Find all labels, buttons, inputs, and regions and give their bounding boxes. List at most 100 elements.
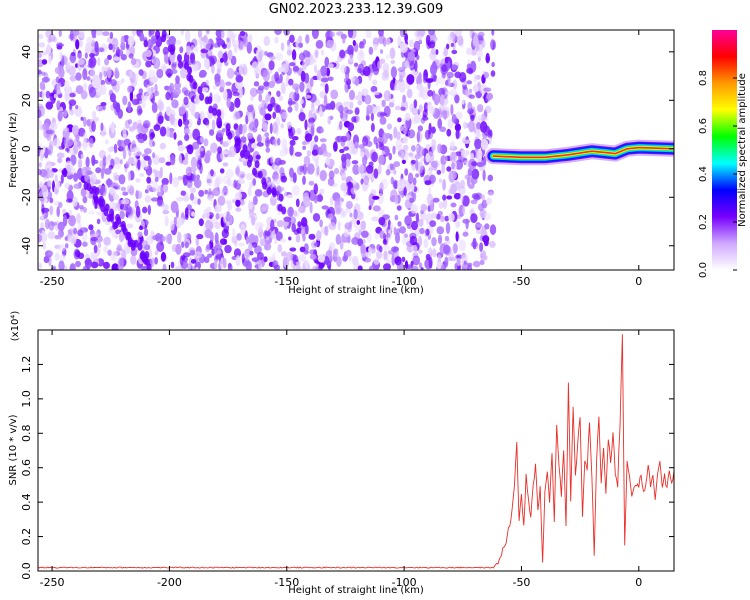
noise-blob: [397, 67, 406, 73]
noise-blob: [447, 34, 453, 44]
noise-blob: [118, 139, 126, 152]
noise-blob: [166, 39, 170, 45]
noise-blob: [317, 254, 326, 263]
noise-blob: [256, 142, 264, 147]
noise-blob: [299, 246, 306, 253]
noise-blob: [245, 260, 252, 270]
noise-blob: [349, 147, 357, 155]
noise-blob: [372, 195, 380, 200]
noise-blob: [64, 90, 70, 102]
noise-blob: [57, 110, 63, 122]
noise-blob: [88, 137, 94, 148]
noise-blob: [138, 225, 144, 231]
noise-blob: [337, 220, 341, 231]
noise-blob: [38, 70, 42, 75]
noise-blob: [43, 255, 50, 264]
noise-blob: [346, 134, 351, 141]
noise-blob: [299, 81, 305, 93]
streak-blob: [252, 167, 257, 176]
noise-blob: [426, 193, 434, 206]
noise-blob: [424, 129, 431, 140]
x-tick-label: -250: [40, 275, 65, 288]
noise-blob: [55, 180, 61, 191]
streak-blob: [93, 197, 99, 206]
noise-blob: [450, 104, 454, 116]
noise-blob: [393, 169, 397, 175]
noise-blob: [217, 195, 226, 206]
noise-blob: [454, 123, 461, 132]
noise-blob: [328, 63, 334, 68]
noise-blob: [472, 35, 479, 47]
noise-blob: [58, 260, 65, 270]
noise-blob: [411, 145, 416, 152]
noise-blob: [329, 31, 335, 37]
noise-blob: [190, 44, 195, 55]
y-tick-label: 0.0: [20, 562, 33, 580]
noise-blob: [64, 182, 70, 189]
noise-blob: [141, 99, 146, 109]
x-tick-label: -200: [157, 576, 182, 589]
noise-blob: [247, 112, 254, 123]
noise-blob: [159, 166, 163, 178]
noise-blob: [234, 192, 243, 201]
noise-blob: [211, 248, 215, 256]
noise-blob: [303, 155, 311, 166]
noise-blob: [444, 235, 450, 242]
noise-blob: [488, 135, 492, 145]
noise-blob: [354, 225, 362, 232]
noise-blob: [83, 116, 87, 128]
noise-blob: [273, 164, 280, 173]
noise-blob: [221, 150, 229, 155]
noise-blob: [484, 223, 490, 230]
noise-blob: [419, 262, 423, 269]
noise-blob: [82, 195, 88, 204]
noise-blob: [451, 49, 458, 55]
noise-blob: [77, 58, 85, 65]
noise-blob: [205, 30, 210, 35]
noise-blob: [203, 208, 210, 220]
noise-blob: [445, 91, 451, 96]
noise-blob: [169, 82, 175, 94]
noise-blob: [108, 43, 113, 51]
noise-blob: [386, 37, 391, 46]
noise-blob: [102, 105, 106, 111]
noise-blob: [38, 233, 43, 243]
noise-blob: [62, 127, 70, 132]
noise-blob: [361, 230, 369, 238]
x-tick-label: 0: [635, 275, 642, 288]
noise-blob: [345, 249, 352, 257]
noise-blob: [378, 30, 384, 37]
noise-blob: [57, 244, 66, 252]
noise-blob: [204, 189, 209, 195]
noise-blob: [302, 175, 306, 185]
noise-blob: [394, 214, 399, 221]
noise-blob: [421, 91, 429, 100]
noise-blob: [240, 223, 246, 236]
noise-blob: [192, 141, 200, 150]
noise-blob: [335, 234, 341, 245]
noise-blob: [459, 193, 464, 204]
noise-blob: [264, 113, 272, 121]
noise-blob: [329, 196, 334, 206]
noise-blob: [173, 132, 177, 140]
noise-blob: [289, 167, 294, 178]
noise-blob: [435, 49, 439, 55]
noise-blob: [199, 69, 207, 78]
noise-blob: [275, 52, 284, 61]
noise-blob: [415, 158, 419, 171]
noise-blob: [145, 91, 154, 100]
noise-blob: [314, 135, 319, 143]
noise-blob: [161, 65, 168, 72]
noise-blob: [357, 100, 363, 106]
noise-blob: [347, 30, 354, 38]
noise-blob: [446, 195, 453, 200]
noise-blob: [286, 121, 292, 129]
noise-blob: [417, 219, 424, 227]
noise-blob: [349, 89, 355, 101]
noise-blob: [368, 265, 376, 270]
noise-blob: [54, 252, 60, 261]
y-tick-label: 0: [20, 145, 33, 152]
noise-blob: [200, 135, 205, 144]
noise-blob: [38, 118, 42, 130]
